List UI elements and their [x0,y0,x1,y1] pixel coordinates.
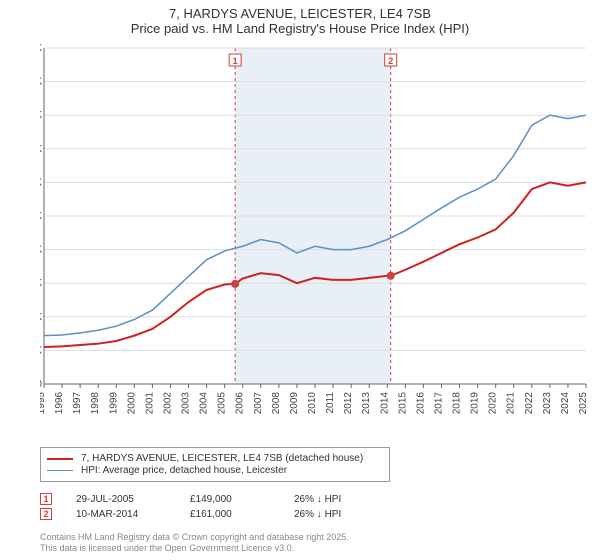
sale-marker-icon: 2 [40,508,52,520]
sale-price: £161,000 [190,509,270,520]
svg-text:1997: 1997 [72,392,83,414]
sale-delta: 26% ↓ HPI [294,494,384,505]
sales-table: 1 29-JUL-2005 £149,000 26% ↓ HPI 2 10-MA… [40,490,384,523]
svg-text:£350K: £350K [40,144,42,155]
svg-text:2001: 2001 [144,392,155,414]
svg-text:2018: 2018 [452,392,463,414]
svg-text:2016: 2016 [415,392,426,414]
footer-line2: This data is licensed under the Open Gov… [40,543,349,554]
sale-price: £149,000 [190,494,270,505]
title-line1: 7, HARDYS AVENUE, LEICESTER, LE4 7SB [0,6,600,21]
title-line2: Price paid vs. HM Land Registry's House … [0,21,600,36]
svg-text:£300K: £300K [40,177,42,188]
svg-text:2010: 2010 [307,392,318,414]
svg-text:2: 2 [388,56,393,66]
svg-text:2000: 2000 [126,392,137,414]
svg-text:2008: 2008 [271,392,282,414]
footer-line1: Contains HM Land Registry data © Crown c… [40,532,349,543]
svg-text:£250K: £250K [40,211,42,222]
svg-text:2002: 2002 [162,392,173,414]
footer: Contains HM Land Registry data © Crown c… [40,532,349,554]
svg-text:2020: 2020 [488,392,499,414]
svg-text:2005: 2005 [217,392,228,414]
chart-title-block: 7, HARDYS AVENUE, LEICESTER, LE4 7SB Pri… [0,0,600,40]
svg-text:2012: 2012 [343,392,354,414]
svg-text:2004: 2004 [199,392,210,414]
svg-text:2015: 2015 [397,392,408,414]
legend-label: HPI: Average price, detached house, Leic… [81,465,287,476]
svg-text:2006: 2006 [235,392,246,414]
svg-text:2019: 2019 [470,392,481,414]
legend-item-hpi: HPI: Average price, detached house, Leic… [47,465,383,476]
svg-text:£100K: £100K [40,312,42,323]
svg-text:£400K: £400K [40,110,42,121]
legend-swatch [47,458,73,460]
legend-label: 7, HARDYS AVENUE, LEICESTER, LE4 7SB (de… [81,453,363,464]
svg-text:£50K: £50K [40,345,42,356]
svg-text:1996: 1996 [54,392,65,414]
sale-marker-icon: 1 [40,493,52,505]
legend-item-price-paid: 7, HARDYS AVENUE, LEICESTER, LE4 7SB (de… [47,453,383,464]
sale-row: 1 29-JUL-2005 £149,000 26% ↓ HPI [40,493,384,505]
svg-text:£0: £0 [40,379,42,390]
legend-swatch [47,470,73,472]
svg-text:1998: 1998 [90,392,101,414]
sale-date: 10-MAR-2014 [76,509,166,520]
svg-text:2021: 2021 [506,392,517,414]
sale-delta: 26% ↓ HPI [294,509,384,520]
svg-text:2009: 2009 [289,392,300,414]
svg-text:2007: 2007 [253,392,264,414]
svg-text:£450K: £450K [40,77,42,88]
svg-text:2013: 2013 [361,392,372,414]
svg-text:£200K: £200K [40,245,42,256]
svg-text:1995: 1995 [40,392,47,414]
svg-text:1999: 1999 [108,392,119,414]
sale-row: 2 10-MAR-2014 £161,000 26% ↓ HPI [40,508,384,520]
sale-date: 29-JUL-2005 [76,494,166,505]
svg-text:2024: 2024 [560,392,571,414]
svg-text:2023: 2023 [542,392,553,414]
svg-text:2011: 2011 [325,392,336,414]
legend: 7, HARDYS AVENUE, LEICESTER, LE4 7SB (de… [40,447,390,482]
chart-svg: £0 £50K £100K £150K £200K £250K £300K £350K £400… [40,44,590,414]
svg-text:2025: 2025 [578,392,589,414]
svg-text:£500K: £500K [40,44,42,54]
svg-text:1: 1 [233,56,238,66]
chart-area: £0 £50K £100K £150K £200K £250K £300K £350K £400… [40,44,590,414]
svg-text:2017: 2017 [433,392,444,414]
svg-text:2022: 2022 [524,392,535,414]
svg-text:2014: 2014 [379,392,390,414]
svg-text:£150K: £150K [40,278,42,289]
svg-text:2003: 2003 [181,392,192,414]
